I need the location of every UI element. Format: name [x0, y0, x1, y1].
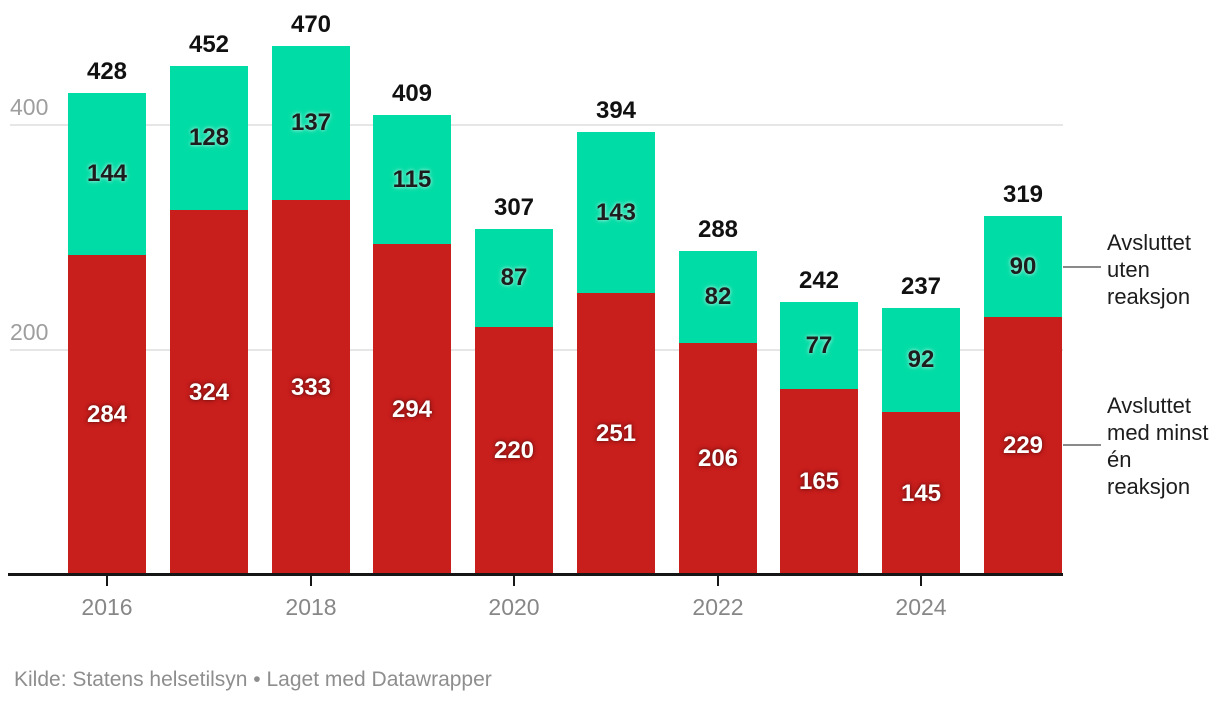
- x-axis-tick-label: 2018: [285, 594, 337, 620]
- bar-total-label: 237: [900, 273, 942, 300]
- legend-label-uten-reaksjon: Avsluttet uten reaksjon: [1107, 230, 1191, 309]
- bar-segment-uten-reaksjon[interactable]: 143: [577, 132, 655, 293]
- segment-value-label: 220: [493, 437, 535, 464]
- bar-2021: 143 251: [577, 132, 655, 575]
- x-axis-tick: [513, 576, 515, 586]
- bar-segment-uten-reaksjon[interactable]: 92: [882, 308, 960, 412]
- bar-segment-uten-reaksjon[interactable]: 90: [984, 216, 1062, 317]
- source-attribution: Kilde: Statens helsetilsyn • Laget med D…: [14, 668, 492, 691]
- x-axis-tick: [310, 576, 312, 586]
- segment-value-label: 82: [704, 283, 732, 310]
- bar-total-label: 452: [188, 31, 230, 58]
- segment-value-label: 115: [392, 165, 432, 193]
- bar-segment-med-reaksjon[interactable]: 294: [373, 244, 451, 575]
- segment-value-label: 144: [86, 160, 128, 187]
- x-axis-tick-label: 2020: [488, 594, 540, 620]
- bar-segment-med-reaksjon[interactable]: 324: [170, 210, 248, 575]
- segment-value-label: 165: [798, 468, 840, 495]
- segment-value-label: 90: [1009, 252, 1037, 280]
- bar-segment-uten-reaksjon[interactable]: 115: [373, 115, 451, 244]
- bar-total-label: 242: [798, 267, 840, 294]
- bar-segment-uten-reaksjon[interactable]: 144: [68, 93, 146, 255]
- legend-label-med-reaksjon: Avsluttet med minst én reaksjon: [1107, 393, 1209, 499]
- bar-total-label: 470: [290, 11, 332, 38]
- bar-segment-uten-reaksjon[interactable]: 77: [780, 302, 858, 389]
- segment-value-label: 229: [1002, 432, 1044, 459]
- segment-value-label: 143: [595, 198, 637, 226]
- bar-segment-uten-reaksjon[interactable]: 128: [170, 66, 248, 210]
- bar-2020: 87 220: [475, 229, 553, 575]
- segment-value-label: 77: [805, 331, 833, 359]
- y-gridline: [10, 124, 1063, 126]
- segment-value-label: 251: [595, 420, 637, 447]
- bar-segment-med-reaksjon[interactable]: 229: [984, 317, 1062, 575]
- bar-2018: 137 333: [272, 46, 350, 575]
- bar-2023: 77 165: [780, 302, 858, 575]
- segment-value-label: 87: [500, 264, 528, 291]
- x-axis-tick-label: 2022: [692, 594, 744, 620]
- bar-segment-med-reaksjon[interactable]: 206: [679, 343, 757, 575]
- bar-segment-med-reaksjon[interactable]: 165: [780, 389, 858, 575]
- segment-value-label: 333: [290, 373, 332, 401]
- bar-segment-uten-reaksjon[interactable]: 82: [679, 251, 757, 343]
- legend-connector-med: [1063, 444, 1101, 446]
- x-axis-tick-label: 2016: [81, 594, 133, 620]
- bar-total-label: 307: [493, 194, 535, 221]
- x-axis-tick-label: 2024: [895, 594, 947, 620]
- x-axis-tick: [920, 576, 922, 586]
- bar-2019: 115 294: [373, 115, 451, 575]
- segment-value-label: 145: [900, 479, 942, 507]
- segment-value-label: 294: [391, 395, 433, 423]
- bar-2017: 128 324: [170, 66, 248, 575]
- bar-segment-med-reaksjon[interactable]: 145: [882, 412, 960, 575]
- x-axis-tick: [106, 576, 108, 586]
- bar-segment-uten-reaksjon[interactable]: 87: [475, 229, 553, 327]
- bar-segment-med-reaksjon[interactable]: 220: [475, 327, 553, 575]
- bar-segment-uten-reaksjon[interactable]: 137: [272, 46, 350, 200]
- bar-2025: 90 229: [984, 216, 1062, 575]
- segment-value-label: 284: [86, 401, 128, 428]
- segment-value-label: 206: [697, 445, 739, 472]
- segment-value-label: 324: [188, 378, 230, 406]
- y-axis-tick-label: 400: [10, 94, 49, 120]
- bar-segment-med-reaksjon[interactable]: 251: [577, 293, 655, 575]
- segment-value-label: 128: [188, 124, 230, 151]
- y-axis-tick-label: 200: [10, 319, 49, 345]
- bar-2016: 144 284: [68, 93, 146, 575]
- bar-segment-med-reaksjon[interactable]: 284: [68, 255, 146, 575]
- bar-total-label: 428: [86, 58, 128, 85]
- legend-connector-uten: [1063, 266, 1101, 268]
- bar-total-label: 288: [697, 216, 739, 243]
- bar-2024: 92 145: [882, 308, 960, 575]
- bar-2022: 82 206: [679, 251, 757, 575]
- segment-value-label: 137: [290, 109, 332, 136]
- bar-total-label: 319: [1002, 181, 1044, 208]
- bar-total-label: 409: [391, 80, 433, 107]
- x-axis-line: [8, 573, 1063, 576]
- x-axis-tick: [717, 576, 719, 586]
- bar-total-label: 394: [595, 97, 637, 124]
- segment-value-label: 92: [907, 346, 935, 373]
- bar-segment-med-reaksjon[interactable]: 333: [272, 200, 350, 575]
